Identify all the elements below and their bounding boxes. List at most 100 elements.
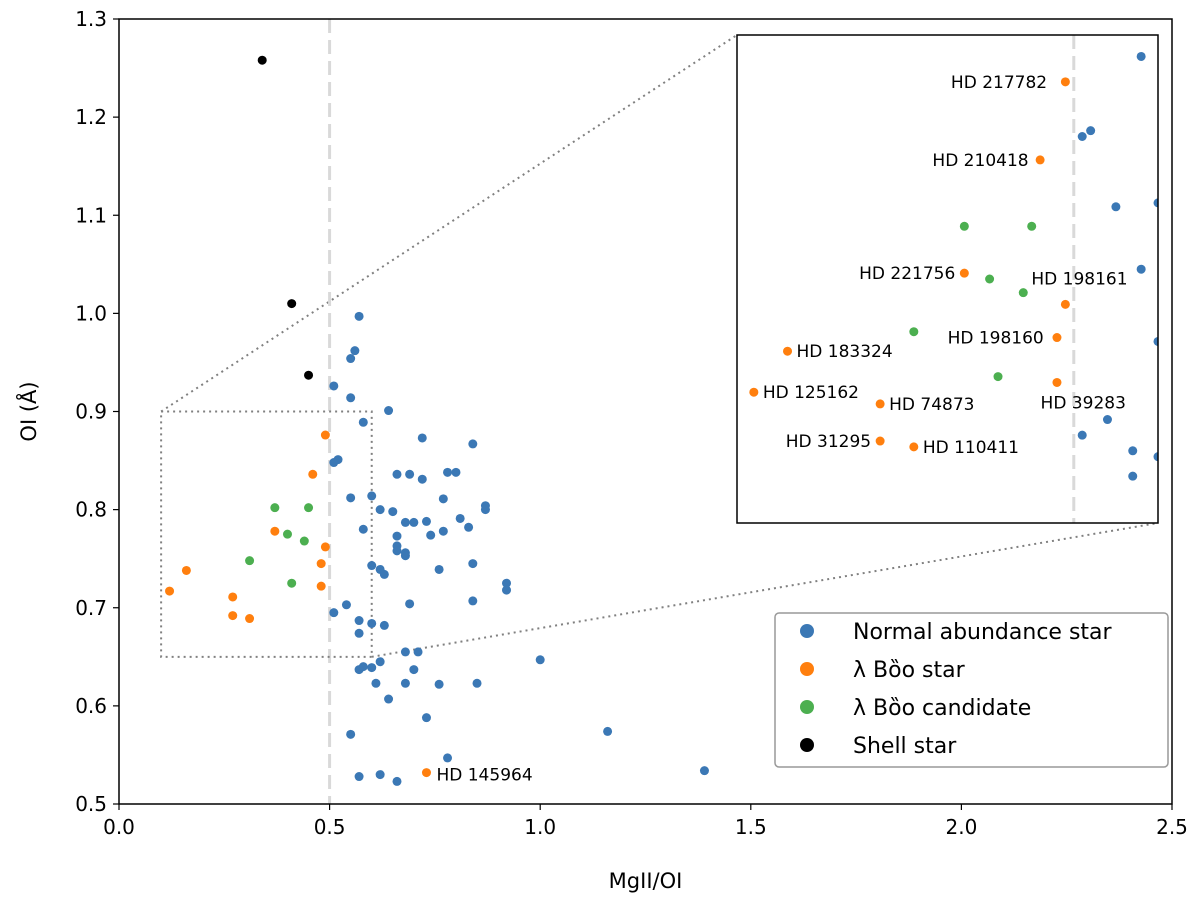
zoom-connector-lines [160, 34, 1159, 658]
inset-lamboo-point [1052, 377, 1062, 387]
normal-point [354, 311, 364, 321]
normal-point [367, 663, 377, 673]
inset-candidate-point [993, 372, 1003, 382]
normal-point [329, 458, 339, 468]
inset-normal-point [1153, 452, 1158, 462]
inset-lamboo-point [875, 399, 885, 409]
connector-line-bottom [371, 522, 1159, 658]
inset-star-label: HD 198161 [1031, 269, 1127, 289]
normal-point [699, 766, 709, 776]
inset-star-label: HD 198160 [948, 329, 1044, 349]
normal-point [346, 354, 356, 364]
normal-point [354, 628, 364, 638]
normal-point [603, 726, 613, 736]
x-tick-label: 1.5 [735, 815, 767, 839]
connector-line-top [160, 34, 738, 413]
normal-point [375, 657, 385, 667]
candidate-point [245, 556, 255, 566]
normal-point [392, 531, 402, 541]
lamboo-point [245, 614, 255, 624]
y-tick-label: 0.8 [75, 498, 107, 522]
y-axis-label: OI (Å) [15, 381, 41, 441]
normal-point [392, 469, 402, 479]
shell-point [304, 370, 314, 380]
normal-point [426, 530, 436, 540]
inset-normal-point [1153, 198, 1158, 208]
lamboo-point [421, 768, 431, 778]
main-plot-area [160, 19, 373, 804]
main-data-points [165, 55, 709, 786]
normal-point [421, 713, 431, 723]
inset-normal-point [1086, 126, 1096, 136]
inset-lamboo-point [875, 436, 885, 446]
normal-point [329, 381, 339, 391]
lamboo-point [165, 586, 175, 596]
y-tick-label: 0.7 [75, 596, 107, 620]
lamboo-point [181, 565, 191, 575]
x-tick-label: 2.5 [1156, 815, 1188, 839]
inset-candidate-point [1027, 221, 1037, 231]
normal-point [464, 522, 474, 532]
inset-content [749, 35, 1158, 523]
normal-point [468, 439, 478, 449]
normal-point [443, 753, 453, 763]
inset-star-label: HD 217782 [951, 73, 1047, 93]
normal-point [480, 505, 490, 515]
normal-point [400, 647, 410, 657]
legend-label-lamboo: λ Bȍo star [853, 658, 966, 683]
normal-point [405, 599, 415, 609]
normal-point [443, 467, 453, 477]
inset-lamboo-point [959, 268, 969, 278]
normal-point [400, 551, 410, 561]
normal-point [371, 678, 381, 688]
normal-point [375, 505, 385, 515]
inset-normal-point [1153, 336, 1158, 346]
inset-candidate-point [985, 274, 995, 284]
normal-point [417, 474, 427, 484]
normal-point [354, 772, 364, 782]
lamboo-point [228, 611, 238, 621]
inset-star-label: HD 74873 [889, 395, 974, 415]
normal-point [384, 406, 394, 416]
normal-point [392, 776, 402, 786]
normal-point [379, 569, 389, 579]
candidate-point [287, 578, 297, 588]
inset-normal-point [1136, 264, 1146, 274]
normal-point [468, 596, 478, 606]
star-label: HD 145964 [436, 766, 532, 786]
legend-marker-candidate [800, 700, 814, 714]
x-tick-label: 1.0 [524, 815, 556, 839]
x-tick-label: 2.0 [945, 815, 977, 839]
normal-point [438, 526, 448, 536]
normal-point [409, 665, 419, 675]
inset-border [736, 34, 1159, 524]
legend-label-candidate: λ Bȍo candidate [853, 696, 1031, 721]
normal-point [455, 513, 465, 523]
normal-point [358, 417, 368, 427]
lamboo-point [308, 469, 318, 479]
normal-point [379, 620, 389, 630]
inset-candidate-point [1018, 288, 1028, 298]
lamboo-point [316, 559, 326, 569]
normal-point [472, 678, 482, 688]
candidate-point [282, 529, 292, 539]
inset-lamboo-point [909, 442, 919, 452]
y-tick-label: 1.1 [75, 203, 107, 227]
normal-point [388, 507, 398, 517]
inset-normal-point [1077, 132, 1087, 142]
normal-point [421, 516, 431, 526]
normal-point [535, 655, 545, 665]
inset-zoom-panel: HD 217782 HD 210418 HD 221756 HD 198161 HD 1… [736, 34, 1159, 524]
normal-point [375, 770, 385, 780]
zoom-region-box [160, 410, 373, 658]
lamboo-point [320, 542, 330, 552]
lamboo-point [228, 592, 238, 602]
axes: 0.0 0.5 1.0 1.5 2.0 2.50.50.60.70.80.91.01.11… [15, 7, 1188, 893]
normal-point [367, 561, 377, 571]
normal-point [358, 524, 368, 534]
normal-point [502, 585, 512, 595]
shell-point [257, 55, 267, 65]
normal-point [468, 559, 478, 569]
lamboo-point [316, 581, 326, 591]
normal-point [409, 517, 419, 527]
